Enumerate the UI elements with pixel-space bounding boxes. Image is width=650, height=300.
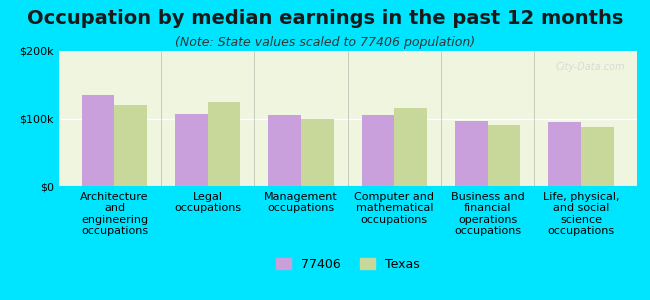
Bar [455,121,488,186]
Bar [268,115,301,186]
Bar [395,108,427,186]
Text: City-Data.com: City-Data.com [556,62,625,72]
Bar [362,115,395,186]
Bar [175,114,208,186]
Bar [82,95,114,186]
Bar [581,127,614,186]
Bar [114,105,147,186]
Text: Occupation by median earnings in the past 12 months: Occupation by median earnings in the pas… [27,9,623,28]
Bar [301,118,333,186]
Bar [488,125,521,186]
Text: (Note: State values scaled to 77406 population): (Note: State values scaled to 77406 popu… [175,36,475,49]
Bar [208,102,240,186]
Bar [549,122,581,186]
Legend: 77406, Texas: 77406, Texas [270,251,426,277]
